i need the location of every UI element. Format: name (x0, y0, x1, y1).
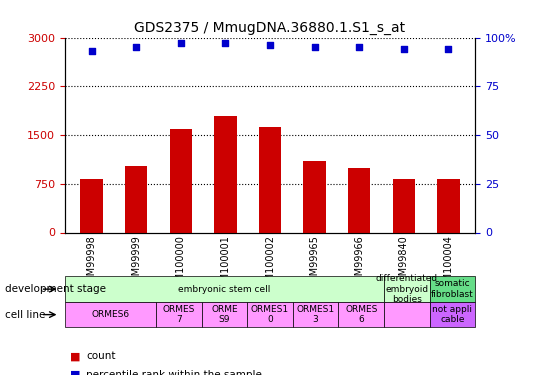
Bar (125, 166, 147, 232)
Point (355, 44, 363, 50)
Text: embryonic stem cell: embryonic stem cell (178, 285, 271, 294)
Text: percentile rank within the sample: percentile rank within the sample (86, 370, 262, 375)
Bar (437, 179, 460, 232)
Text: ORMES
6: ORMES 6 (345, 305, 377, 324)
Text: ORMES1
3: ORMES1 3 (296, 305, 335, 324)
Text: ORME
S9: ORME S9 (211, 305, 238, 324)
Point (400, 46, 408, 52)
Text: not appli
cable: not appli cable (433, 305, 472, 324)
Bar (80, 179, 103, 232)
Bar (348, 168, 370, 232)
Point (87, 48, 96, 54)
Text: ORMES
7: ORMES 7 (163, 305, 195, 324)
Bar (259, 127, 281, 232)
Bar (214, 116, 237, 232)
Point (177, 40, 185, 46)
Text: ■: ■ (70, 370, 80, 375)
Bar (303, 161, 326, 232)
Point (444, 46, 453, 52)
Bar (393, 179, 415, 232)
Point (221, 40, 230, 46)
Point (310, 44, 319, 50)
Point (266, 42, 274, 48)
Text: ORMES6: ORMES6 (91, 310, 130, 319)
Text: ORMES1
0: ORMES1 0 (251, 305, 289, 324)
Text: cell line: cell line (5, 310, 46, 320)
Text: differentiated
embryoid
bodies: differentiated embryoid bodies (376, 274, 438, 304)
Bar (170, 129, 192, 232)
Title: GDS2375 / MmugDNA.36880.1.S1_s_at: GDS2375 / MmugDNA.36880.1.S1_s_at (134, 21, 406, 35)
Text: somatic
fibroblast: somatic fibroblast (431, 279, 474, 299)
Text: ■: ■ (70, 351, 80, 361)
Point (132, 44, 140, 50)
Text: development stage: development stage (5, 284, 106, 294)
Text: count: count (86, 351, 116, 361)
